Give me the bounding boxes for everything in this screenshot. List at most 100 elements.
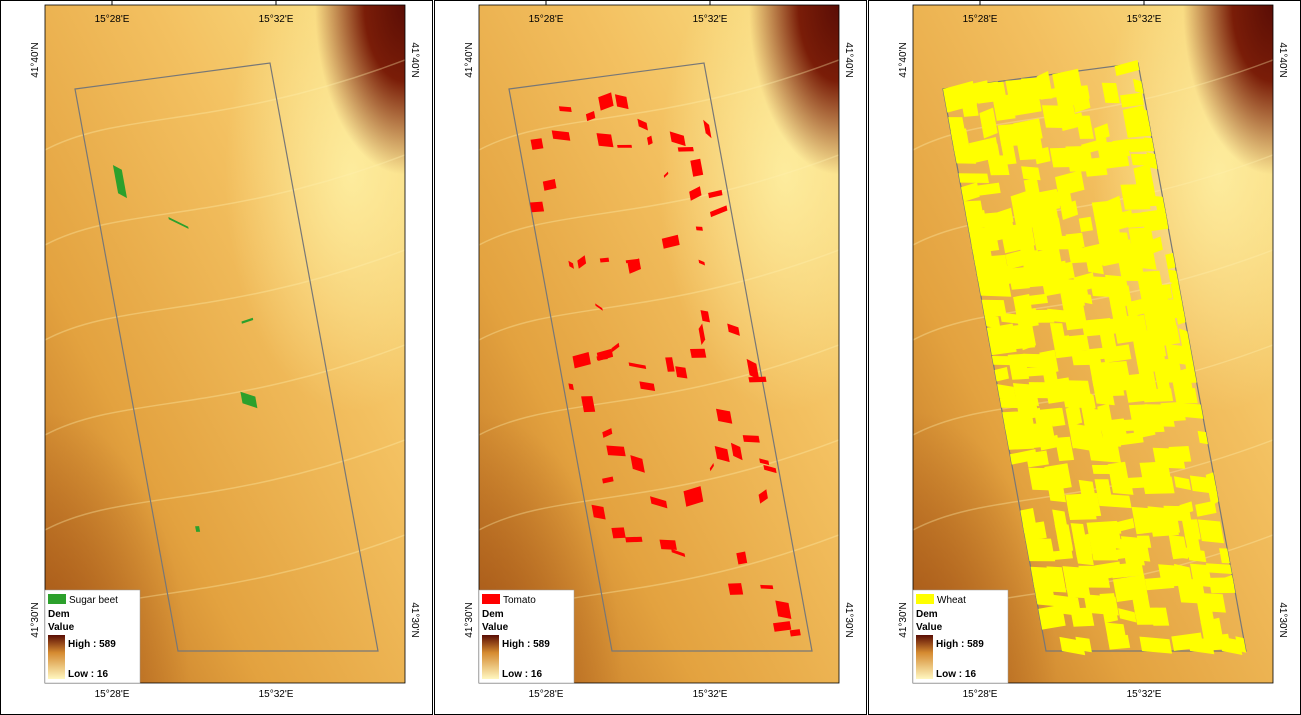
legend-low: Low : 16 — [502, 669, 542, 680]
right-coordinate: 41°30'N — [1277, 602, 1288, 637]
left-coordinate: 41°30'N — [464, 602, 475, 637]
map-panel: 15°28'E15°28'E15°32'E15°32'E41°40'N41°40… — [435, 0, 867, 715]
field — [1142, 388, 1173, 402]
top-coordinate: 15°32'E — [259, 14, 294, 25]
field — [1097, 494, 1132, 509]
field — [760, 585, 773, 589]
field — [690, 349, 706, 358]
right-coordinate: 41°30'N — [843, 602, 854, 637]
top-coordinate: 15°32'E — [1127, 14, 1162, 25]
map-area — [45, 5, 405, 683]
field — [987, 155, 1009, 175]
legend-swatch — [482, 594, 500, 604]
field — [1198, 519, 1224, 543]
legend: Wheat Dem Value High : 589 Low : 16 — [913, 590, 1008, 683]
legend-ramp — [916, 635, 933, 679]
legend-high: High : 589 — [68, 639, 116, 650]
map-area — [479, 5, 839, 683]
legend-low: Low : 16 — [936, 669, 976, 680]
field — [1075, 637, 1092, 653]
field — [1150, 608, 1169, 626]
bottom-coordinate: 15°28'E — [95, 689, 130, 700]
field — [678, 147, 694, 152]
field — [1023, 521, 1047, 541]
legend-dem: Dem — [482, 609, 504, 620]
field — [1206, 563, 1232, 574]
field — [1142, 477, 1175, 494]
left-coordinate: 41°40'N — [30, 42, 41, 77]
field — [696, 227, 703, 231]
field — [597, 133, 614, 147]
bottom-coordinate: 15°32'E — [259, 689, 294, 700]
field — [625, 537, 642, 543]
dem-peak — [45, 5, 405, 683]
field — [1187, 549, 1206, 562]
legend: Sugar beetDemValueHigh : 589Low : 16 — [45, 590, 140, 683]
legend-high: High : 589 — [936, 639, 984, 650]
field — [1103, 435, 1122, 447]
field — [611, 527, 625, 538]
field — [743, 435, 760, 443]
field — [606, 446, 625, 457]
legend-dem: Dem — [48, 609, 70, 620]
field — [1139, 637, 1172, 654]
field — [1079, 217, 1093, 232]
field — [1102, 605, 1118, 623]
field — [1126, 389, 1144, 403]
legend-dem: Dem — [916, 609, 938, 620]
field — [1147, 418, 1164, 433]
field — [959, 173, 990, 183]
legend-ramp — [482, 635, 499, 679]
right-coordinate: 41°40'N — [1277, 42, 1288, 77]
bottom-coordinate: 15°28'E — [963, 689, 998, 700]
field — [1176, 402, 1203, 418]
field — [1076, 552, 1094, 566]
legend-crop: Wheat — [937, 595, 966, 606]
field — [1137, 536, 1152, 548]
field — [1068, 508, 1097, 520]
top-coordinate: 15°28'E — [529, 14, 564, 25]
field — [660, 540, 677, 550]
legend-swatch — [48, 594, 66, 604]
field — [1125, 122, 1151, 137]
legend-value: Value — [48, 622, 75, 633]
field — [530, 202, 544, 213]
field — [1070, 608, 1094, 627]
legend-crop: Tomato — [503, 595, 536, 606]
legend-swatch — [916, 594, 934, 604]
field — [790, 629, 801, 636]
field — [1169, 446, 1192, 462]
left-coordinate: 41°30'N — [898, 602, 909, 637]
field — [1107, 635, 1130, 650]
right-coordinate: 41°30'N — [409, 602, 420, 637]
field — [1174, 388, 1198, 403]
right-coordinate: 41°40'N — [843, 42, 854, 77]
legend-ramp — [48, 635, 65, 679]
left-coordinate: 41°30'N — [30, 602, 41, 637]
figure: 15°28'E 15°28'E 15°32'E 15°32'E 41°40'N 41°40… — [0, 0, 1301, 715]
field — [961, 100, 979, 117]
field — [1021, 166, 1041, 180]
field — [1068, 335, 1089, 352]
field — [617, 145, 632, 148]
legend-value: Value — [916, 622, 943, 633]
legend-crop: Sugar beet — [69, 595, 118, 606]
right-coordinate: 41°40'N — [409, 42, 420, 77]
field — [1155, 284, 1173, 299]
field — [1066, 233, 1085, 249]
map-figure: 15°28'E 15°28'E 15°32'E 15°32'E 41°40'N 41°40… — [0, 0, 1301, 715]
field — [1100, 593, 1117, 607]
top-coordinate: 15°28'E — [963, 14, 998, 25]
left-coordinate: 41°40'N — [898, 42, 909, 77]
legend-high: High : 589 — [502, 639, 550, 650]
field — [1150, 519, 1179, 537]
legend: TomatoDemValueHigh : 589Low : 16 — [479, 590, 574, 683]
bottom-coordinate: 15°32'E — [693, 689, 728, 700]
field — [1102, 522, 1121, 534]
map-area — [913, 5, 1273, 683]
dem-peak — [479, 5, 839, 683]
top-coordinate: 15°32'E — [693, 14, 728, 25]
left-coordinate: 41°40'N — [464, 42, 475, 77]
